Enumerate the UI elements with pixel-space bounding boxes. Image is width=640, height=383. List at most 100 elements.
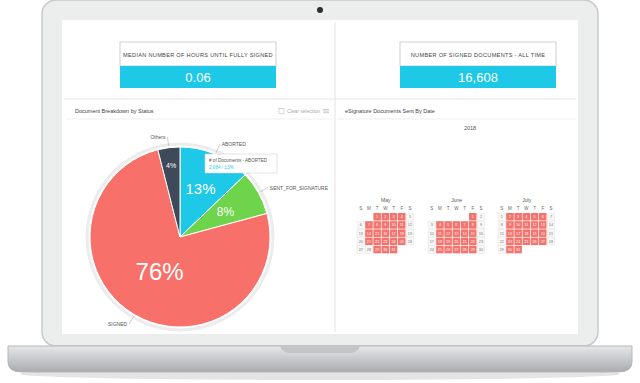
- calendar-cell[interactable]: [531, 238, 539, 246]
- calendar-cell[interactable]: [506, 229, 514, 237]
- calendar-cell[interactable]: [461, 229, 469, 237]
- calendar-cell[interactable]: [498, 229, 506, 237]
- calendar-cell[interactable]: [539, 238, 547, 246]
- calendar-cell[interactable]: [428, 246, 436, 254]
- calendar-cell[interactable]: [406, 238, 414, 246]
- calendar-cell[interactable]: [514, 213, 522, 221]
- calendar-cell[interactable]: [373, 221, 381, 229]
- calendar-cell[interactable]: [461, 221, 469, 229]
- menu-icon[interactable]: [323, 112, 329, 113]
- calendar-cell[interactable]: [547, 238, 555, 246]
- calendar-cell[interactable]: [531, 221, 539, 229]
- calendar-cell[interactable]: [498, 246, 506, 254]
- calendar-cell[interactable]: [382, 229, 390, 237]
- calendar-cell[interactable]: [357, 246, 365, 254]
- calendar-cell[interactable]: [469, 246, 477, 254]
- calendar-cell[interactable]: [498, 213, 506, 221]
- calendar-cell[interactable]: [365, 246, 373, 254]
- calendar-cell[interactable]: [523, 213, 531, 221]
- calendar-cell[interactable]: [436, 221, 444, 229]
- pie-slice[interactable]: [158, 147, 180, 237]
- calendar-cell[interactable]: [390, 221, 398, 229]
- calendar-cell[interactable]: [365, 221, 373, 229]
- calendar-cell[interactable]: [390, 246, 398, 254]
- calendar-cell[interactable]: [477, 246, 485, 254]
- calendar-cell[interactable]: [547, 221, 555, 229]
- day-number: 3: [517, 215, 519, 219]
- calendar-cell[interactable]: [390, 238, 398, 246]
- calendar-cell[interactable]: [436, 238, 444, 246]
- calendar-cell[interactable]: [469, 238, 477, 246]
- calendar-cell[interactable]: [390, 213, 398, 221]
- calendar-cell[interactable]: [373, 238, 381, 246]
- calendar-cell[interactable]: [373, 213, 381, 221]
- calendar-cell[interactable]: [428, 238, 436, 246]
- calendar-cell[interactable]: [523, 229, 531, 237]
- calendar-cell[interactable]: [469, 229, 477, 237]
- calendar-cell[interactable]: [398, 229, 406, 237]
- calendar-cell[interactable]: [506, 238, 514, 246]
- calendar-cell[interactable]: [365, 229, 373, 237]
- calendar-cell[interactable]: [444, 246, 452, 254]
- calendar-cell[interactable]: [461, 246, 469, 254]
- calendar-cell[interactable]: [539, 229, 547, 237]
- calendar-cell[interactable]: [477, 238, 485, 246]
- calendar-cell[interactable]: [506, 221, 514, 229]
- clear-selection[interactable]: Clear selection: [287, 108, 320, 114]
- calendar-cell[interactable]: [477, 229, 485, 237]
- calendar-cell[interactable]: [398, 238, 406, 246]
- calendar-cell[interactable]: [523, 221, 531, 229]
- calendar-cell[interactable]: [373, 229, 381, 237]
- calendar-cell[interactable]: [436, 246, 444, 254]
- calendar-cell[interactable]: [461, 238, 469, 246]
- calendar-cell[interactable]: [428, 221, 436, 229]
- menu-icon[interactable]: [323, 109, 329, 110]
- calendar-cell[interactable]: [514, 246, 522, 254]
- calendar-cell[interactable]: [531, 229, 539, 237]
- calendar-cell[interactable]: [514, 229, 522, 237]
- calendar-cell[interactable]: [547, 213, 555, 221]
- calendar-cell[interactable]: [436, 229, 444, 237]
- calendar-cell[interactable]: [428, 229, 436, 237]
- calendar-cell[interactable]: [498, 221, 506, 229]
- calendar-cell[interactable]: [390, 229, 398, 237]
- calendar-cell[interactable]: [357, 221, 365, 229]
- calendar-cell[interactable]: [523, 238, 531, 246]
- calendar-cell[interactable]: [531, 213, 539, 221]
- day-number: 14: [549, 223, 553, 227]
- calendar-cell[interactable]: [444, 238, 452, 246]
- calendar-cell[interactable]: [469, 213, 477, 221]
- calendar-cell[interactable]: [477, 221, 485, 229]
- calendar-cell[interactable]: [539, 221, 547, 229]
- calendar-cell[interactable]: [382, 221, 390, 229]
- calendar-cell[interactable]: [365, 238, 373, 246]
- calendar-cell[interactable]: [453, 246, 461, 254]
- calendar-cell[interactable]: [453, 221, 461, 229]
- calendar-cell[interactable]: [406, 229, 414, 237]
- calendar-cell[interactable]: [506, 246, 514, 254]
- calendar-cell[interactable]: [498, 238, 506, 246]
- calendar-cell[interactable]: [444, 221, 452, 229]
- calendar-cell[interactable]: [357, 238, 365, 246]
- calendar-cell[interactable]: [444, 229, 452, 237]
- calendar-cell[interactable]: [382, 246, 390, 254]
- calendar-cell[interactable]: [547, 229, 555, 237]
- calendar-cell[interactable]: [453, 229, 461, 237]
- calendar-cell[interactable]: [398, 213, 406, 221]
- calendar-cell[interactable]: [382, 238, 390, 246]
- calendar-cell[interactable]: [506, 213, 514, 221]
- calendar-cell[interactable]: [469, 221, 477, 229]
- calendar-cell[interactable]: [406, 221, 414, 229]
- clear-icon[interactable]: [279, 109, 284, 114]
- calendar-cell[interactable]: [382, 213, 390, 221]
- calendar-cell[interactable]: [398, 221, 406, 229]
- calendar-cell[interactable]: [453, 238, 461, 246]
- menu-icon[interactable]: [323, 111, 329, 112]
- calendar-cell[interactable]: [357, 229, 365, 237]
- calendar-cell[interactable]: [514, 221, 522, 229]
- calendar-cell[interactable]: [514, 238, 522, 246]
- calendar-cell[interactable]: [373, 246, 381, 254]
- calendar-cell[interactable]: [406, 213, 414, 221]
- calendar-cell[interactable]: [539, 213, 547, 221]
- calendar-cell[interactable]: [477, 213, 485, 221]
